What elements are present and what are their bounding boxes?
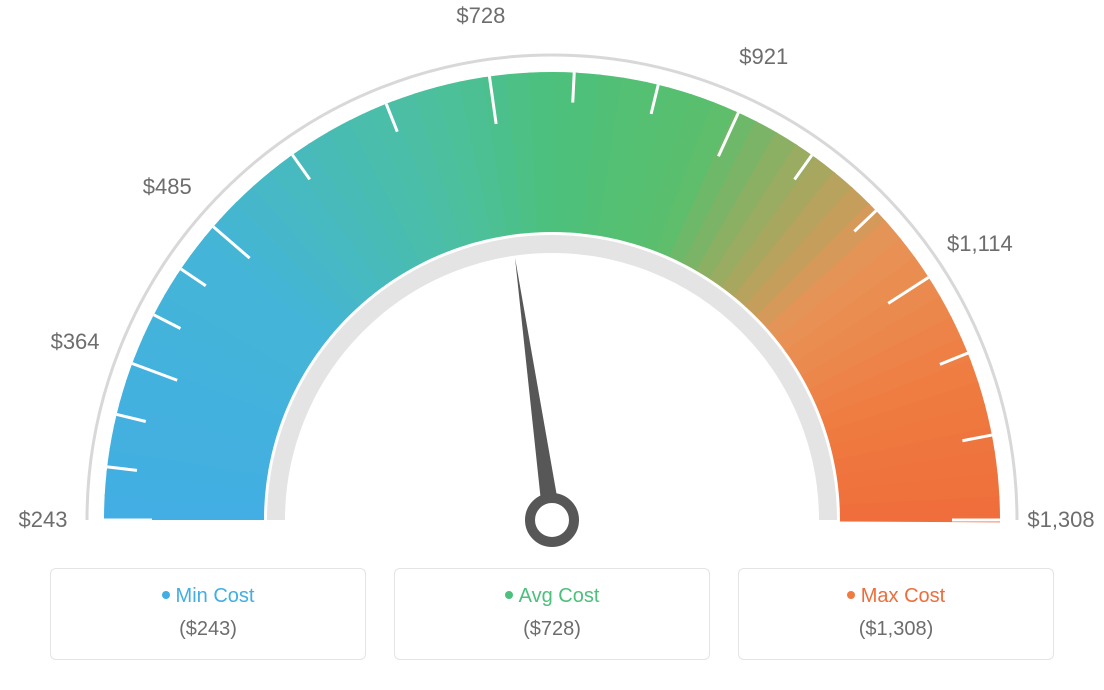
legend-value-min: ($243) (71, 618, 345, 641)
minor-tick (573, 73, 574, 103)
legend-label-min: Min Cost (71, 585, 345, 608)
legend-dot-icon (162, 591, 170, 599)
needle-hub (530, 498, 574, 542)
legend-label-text: Max Cost (861, 585, 945, 607)
scale-label: $243 (19, 507, 68, 533)
legend-value-avg: ($728) (415, 618, 689, 641)
scale-label: $921 (739, 44, 788, 70)
scale-label: $485 (143, 174, 192, 200)
gauge-chart-container: $243 $364 $485 $728 $921 $1,114 $1,308 Min Cos… (0, 0, 1104, 690)
gauge-svg (0, 0, 1104, 580)
gauge-area: $243 $364 $485 $728 $921 $1,114 $1,308 (0, 0, 1104, 560)
gauge-needle (515, 258, 561, 522)
scale-label: $728 (456, 3, 505, 29)
scale-label: $364 (51, 329, 100, 355)
legend-value-max: ($1,308) (759, 618, 1033, 641)
scale-label: $1,308 (1027, 507, 1094, 533)
legend-dot-icon (847, 591, 855, 599)
legend-dot-icon (505, 591, 513, 599)
legend-label-text: Min Cost (176, 585, 255, 607)
scale-label: $1,114 (947, 231, 1013, 257)
legend-label-max: Max Cost (759, 585, 1033, 608)
legend-label-avg: Avg Cost (415, 585, 689, 608)
legend-row: Min Cost ($243) Avg Cost ($728) Max Cost ($1,… (50, 568, 1054, 660)
legend-card-max: Max Cost ($1,308) (738, 568, 1054, 660)
legend-card-min: Min Cost ($243) (50, 568, 366, 660)
legend-card-avg: Avg Cost ($728) (394, 568, 710, 660)
legend-label-text: Avg Cost (519, 585, 600, 607)
